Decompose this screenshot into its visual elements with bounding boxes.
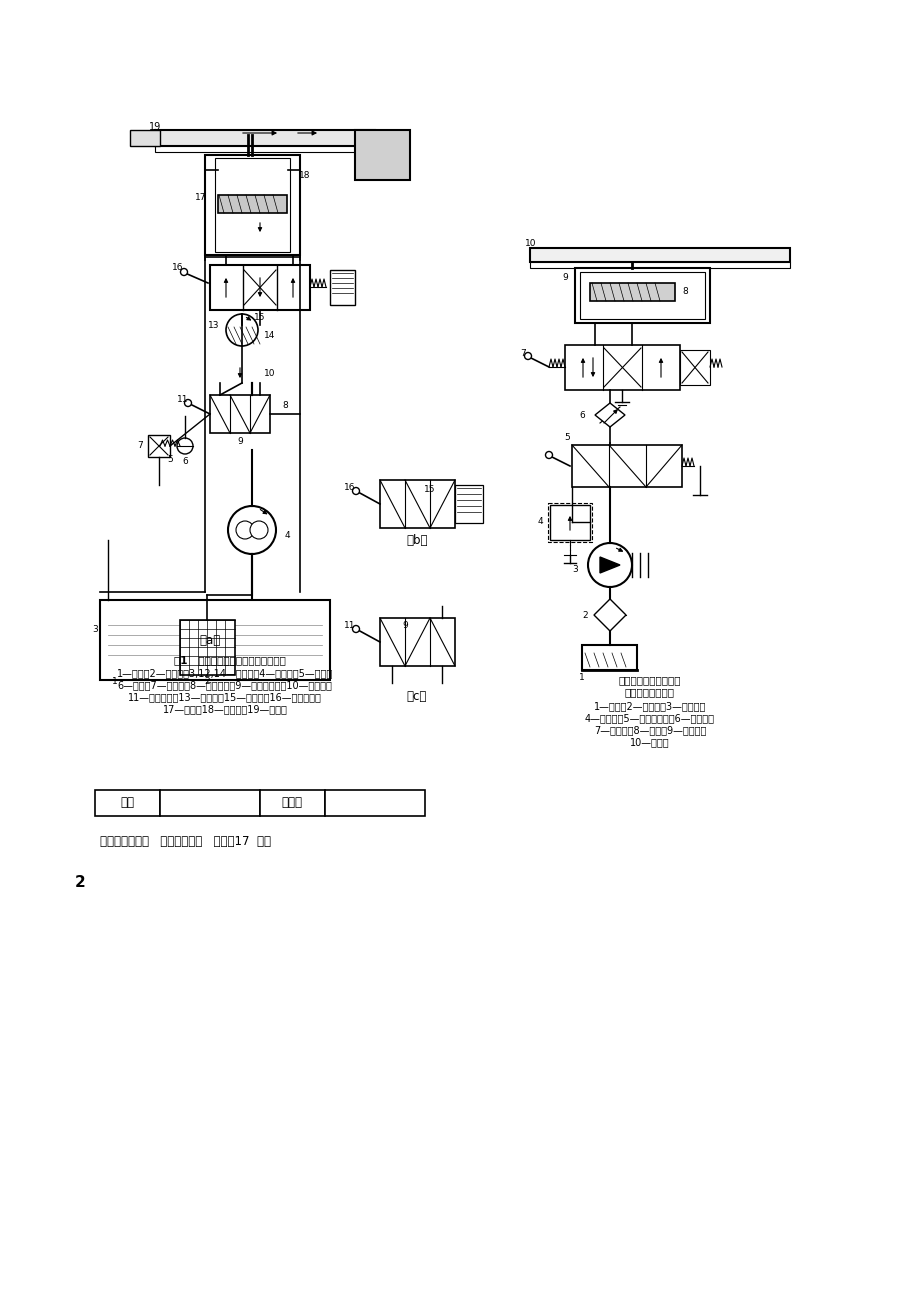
Circle shape (352, 625, 359, 633)
Text: 7—换向阀；8—活塞；9—液压缸；: 7—换向阀；8—活塞；9—液压缸； (593, 725, 706, 736)
Bar (679, 350, 709, 385)
Circle shape (250, 521, 267, 539)
Text: 13: 13 (208, 320, 220, 329)
Polygon shape (595, 404, 624, 427)
Text: 10: 10 (264, 368, 276, 378)
Text: 8: 8 (681, 288, 687, 297)
Text: 9: 9 (402, 621, 407, 629)
Bar (582, 644, 636, 671)
Bar (154, 146, 375, 152)
Text: 4: 4 (284, 530, 289, 539)
Text: 16: 16 (344, 483, 356, 491)
Text: 3: 3 (92, 625, 97, 634)
Bar (154, 130, 375, 146)
Text: 17: 17 (195, 194, 207, 203)
Text: 15: 15 (424, 486, 436, 495)
Bar (380, 618, 455, 667)
Circle shape (226, 314, 257, 346)
Text: 工作台液压系统图: 工作台液压系统图 (624, 687, 675, 697)
Bar (218, 195, 287, 214)
Bar (529, 247, 789, 262)
Bar (579, 272, 704, 319)
Text: 用图形符号表示的磨床: 用图形符号表示的磨床 (618, 674, 680, 685)
Text: 11: 11 (177, 395, 188, 404)
Bar (95, 790, 160, 816)
Text: 图1   磨床工作台液压系统工作原理图: 图1 磨床工作台液压系统工作原理图 (174, 655, 286, 665)
Bar (572, 445, 681, 487)
Circle shape (236, 521, 254, 539)
Text: 15: 15 (254, 314, 266, 323)
Text: （c）: （c） (406, 690, 426, 703)
Text: 5: 5 (563, 432, 569, 441)
Bar (260, 790, 324, 816)
Bar (589, 283, 675, 301)
Text: 1—油箱；2—过滤器；3—液压泵；: 1—油箱；2—过滤器；3—液压泵； (593, 700, 706, 711)
Text: 7: 7 (519, 349, 526, 358)
Circle shape (545, 452, 552, 458)
Text: （b）: （b） (406, 534, 427, 547)
Bar (574, 268, 709, 323)
Bar (529, 262, 789, 268)
Bar (455, 486, 482, 523)
Bar (330, 270, 355, 305)
Bar (148, 435, 170, 457)
Text: 三、计算题（共   小题，每小题   分，共17  分）: 三、计算题（共 小题，每小题 分，共17 分） (100, 835, 271, 848)
Bar (180, 620, 234, 674)
Text: 1: 1 (578, 673, 584, 681)
Bar (210, 395, 269, 434)
Text: 14: 14 (264, 331, 276, 340)
Text: 6: 6 (182, 457, 187, 466)
Text: 11—换向手柄；13—节流阀；15—换向阀；16—换向手柄；: 11—换向手柄；13—节流阀；15—换向阀；16—换向手柄； (128, 691, 322, 702)
Text: 16: 16 (172, 263, 184, 272)
Bar (215, 158, 289, 253)
Text: 6: 6 (578, 410, 584, 419)
Text: 8: 8 (282, 401, 288, 410)
Text: 4: 4 (537, 517, 542, 526)
Text: 1: 1 (112, 677, 118, 686)
Text: 6—钢球；7—溢流阀；8—压力支管；9—手动换向阀；10—压力管；: 6—钢球；7—溢流阀；8—压力支管；9—手动换向阀；10—压力管； (118, 680, 332, 690)
Bar (380, 480, 455, 529)
Text: 19: 19 (149, 122, 161, 132)
Polygon shape (594, 599, 625, 631)
Text: 9: 9 (562, 273, 567, 283)
Text: （a）: （a） (199, 634, 221, 647)
Text: 9: 9 (237, 436, 243, 445)
Bar (550, 505, 589, 540)
Text: 18: 18 (299, 171, 311, 180)
Bar (324, 790, 425, 816)
Text: 5: 5 (167, 454, 173, 464)
Circle shape (524, 353, 531, 359)
Text: 10—工作台: 10—工作台 (630, 737, 669, 747)
Bar (160, 790, 260, 816)
Text: 11: 11 (344, 621, 356, 629)
Text: 4—溢流阀；5—手动换向阀；6—节流阀；: 4—溢流阀；5—手动换向阀；6—节流阀； (584, 713, 714, 723)
Text: 2: 2 (582, 611, 587, 620)
Text: 1—油箱；2—过滤器；3,12,14—回油管；4—液压泵；5—弹簧；: 1—油箱；2—过滤器；3,12,14—回油管；4—液压泵；5—弹簧； (117, 668, 333, 678)
Bar (210, 266, 310, 310)
Circle shape (176, 437, 193, 454)
Text: 2: 2 (75, 875, 85, 891)
Text: 17—活塞；18—液压缸；19—工作台: 17—活塞；18—液压缸；19—工作台 (163, 704, 287, 713)
Circle shape (352, 487, 359, 495)
Circle shape (185, 400, 191, 406)
Circle shape (587, 543, 631, 587)
Polygon shape (599, 557, 619, 573)
Bar (564, 345, 679, 391)
Text: 得分: 得分 (119, 797, 134, 810)
Bar (548, 503, 591, 542)
Text: 10: 10 (525, 238, 536, 247)
Bar (355, 130, 410, 180)
Text: 7: 7 (137, 441, 142, 450)
Circle shape (180, 268, 187, 276)
Circle shape (228, 506, 276, 553)
Text: 3: 3 (572, 565, 577, 574)
Text: 2: 2 (204, 677, 210, 686)
Bar (130, 130, 160, 146)
Bar (205, 155, 300, 255)
Text: 阅卷人: 阅卷人 (281, 797, 302, 810)
Bar (100, 600, 330, 680)
